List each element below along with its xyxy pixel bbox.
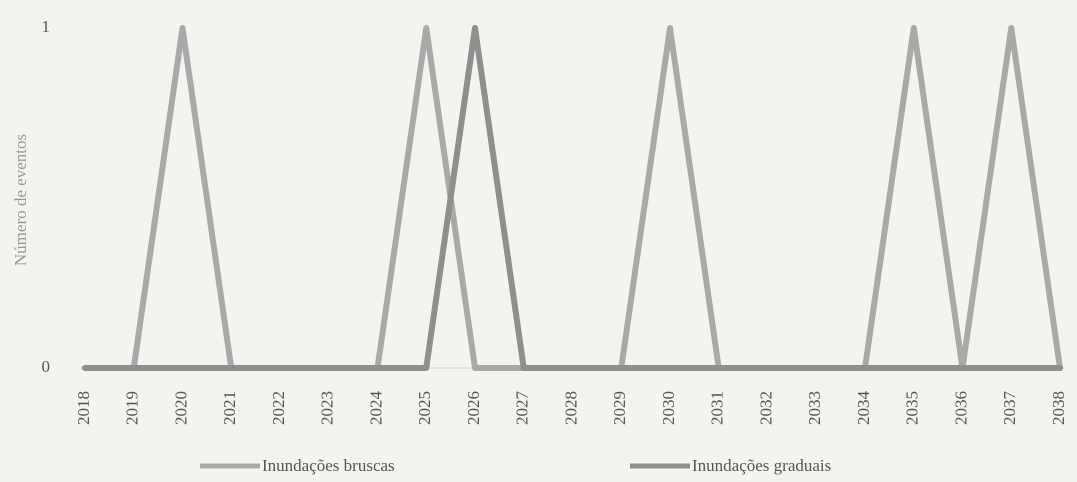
x-tick-label: 2025: [415, 391, 434, 425]
x-tick-label: 2031: [708, 391, 727, 425]
x-tick-label: 2021: [220, 391, 239, 425]
x-tick-label: 2024: [366, 391, 385, 426]
x-tick-label: 2030: [659, 391, 678, 425]
x-tick-label: 2026: [464, 391, 483, 425]
x-tick-label: 2033: [805, 391, 824, 425]
x-tick-label: 2038: [1049, 391, 1068, 425]
x-tick-label: 2020: [171, 391, 190, 425]
y-tick-label: 0: [42, 357, 51, 376]
x-tick-label: 2022: [269, 391, 288, 425]
y-tick-label: 1: [42, 17, 51, 36]
legend-label: Inundações graduais: [692, 456, 831, 475]
x-tick-label: 2036: [951, 391, 970, 425]
x-tick-label: 2028: [561, 391, 580, 425]
x-tick-label: 2032: [756, 391, 775, 425]
x-tick-label: 2018: [74, 391, 93, 425]
y-axis-label: Número de eventos: [11, 134, 30, 266]
x-tick-label: 2027: [513, 391, 532, 426]
x-tick-label: 2023: [318, 391, 337, 425]
series-line: [82, 25, 1063, 371]
x-tick-label: 2035: [903, 391, 922, 425]
series-line: [82, 25, 1063, 371]
x-tick-label: 2037: [1000, 391, 1019, 426]
x-tick-label: 2019: [123, 391, 142, 425]
x-tick-label: 2029: [610, 391, 629, 425]
x-tick-label: 2034: [854, 391, 873, 426]
legend-label: Inundações bruscas: [262, 456, 395, 475]
